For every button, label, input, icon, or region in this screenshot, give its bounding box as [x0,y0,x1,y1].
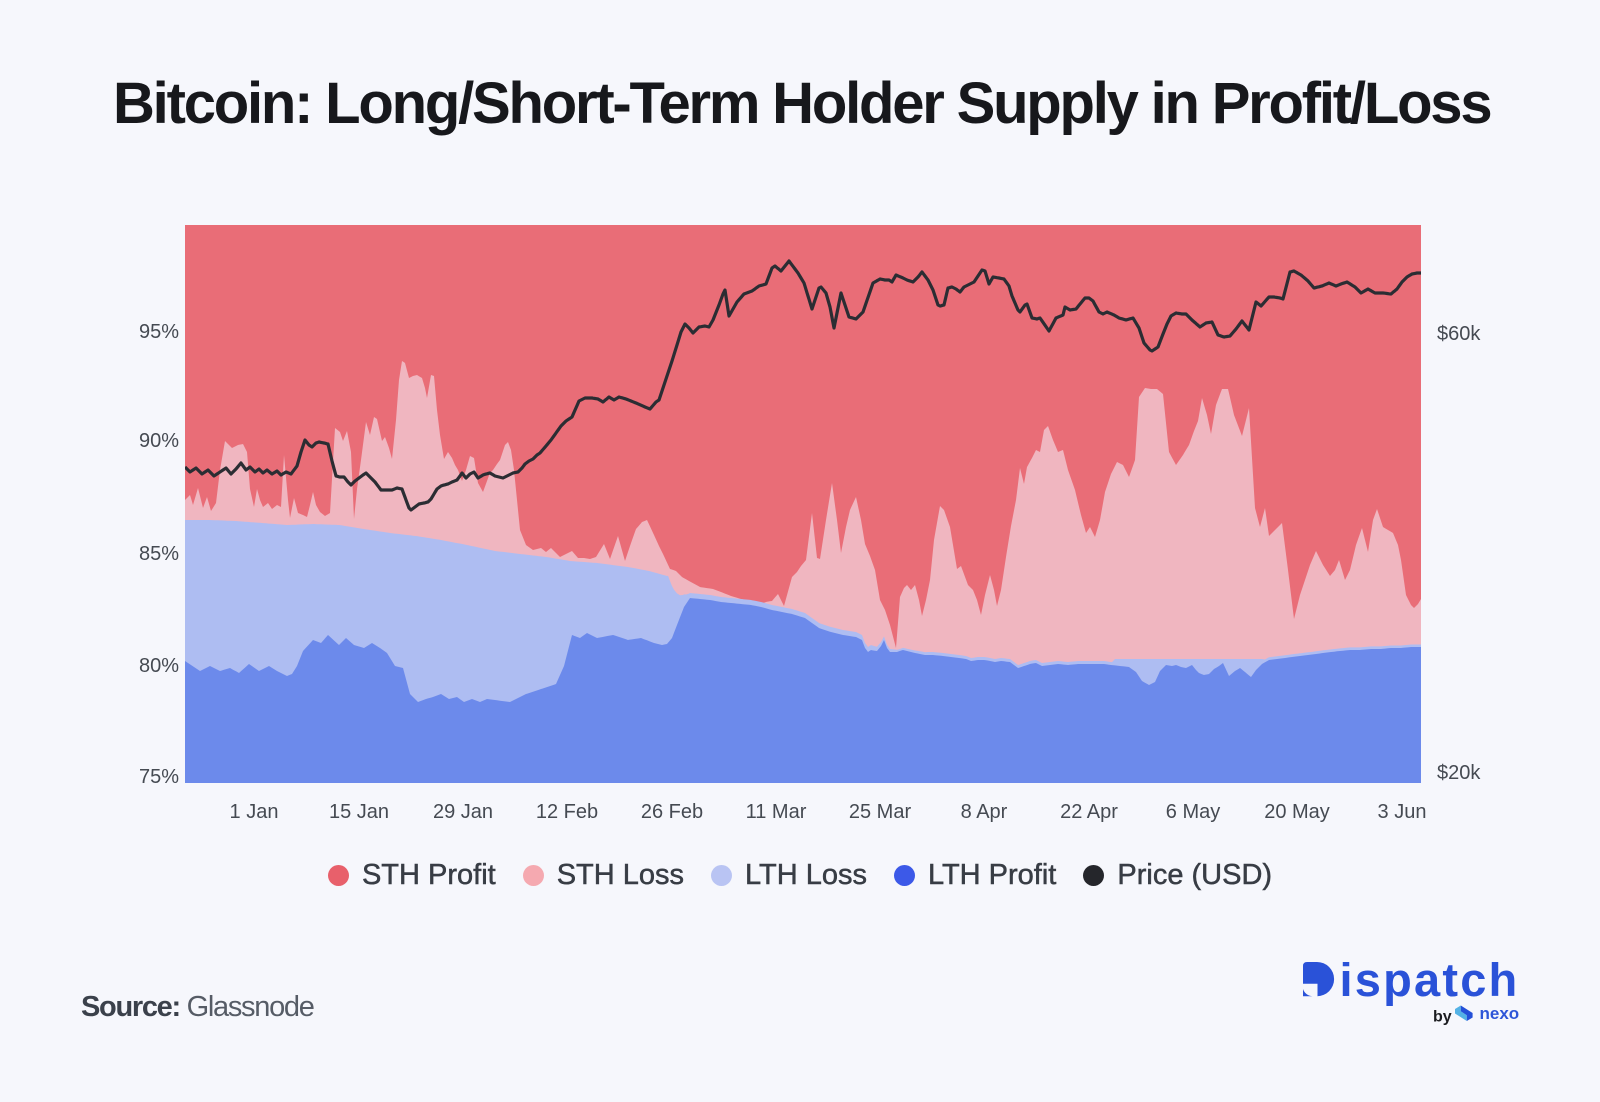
svg-text:nexo: nexo [1480,1004,1520,1023]
svg-text:ispatch: ispatch [1340,962,1520,1006]
svg-text:by: by [1433,1009,1452,1026]
